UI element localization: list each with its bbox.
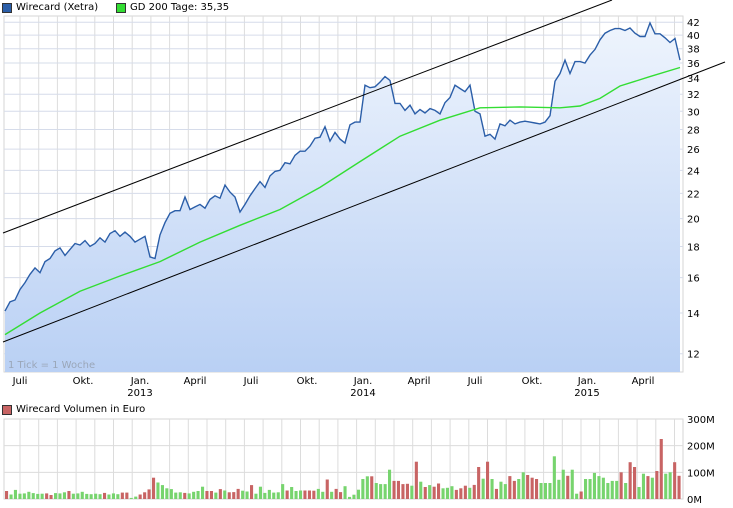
svg-text:April: April [184, 376, 207, 387]
svg-text:2014: 2014 [350, 388, 375, 399]
svg-text:100M: 100M [687, 468, 715, 479]
svg-text:April: April [632, 376, 655, 387]
svg-text:Juli: Juli [12, 376, 28, 387]
svg-text:April: April [408, 376, 431, 387]
svg-text:Okt.: Okt. [522, 376, 543, 387]
price-swatch-icon [2, 2, 12, 13]
svg-text:36: 36 [687, 59, 700, 70]
svg-text:Jan.: Jan. [577, 376, 597, 387]
svg-text:Okt.: Okt. [297, 376, 318, 387]
volume-y-axis: 0M 100M 200M 300M [687, 415, 715, 506]
svg-text:200M: 200M [687, 442, 715, 453]
svg-text:Juli: Juli [467, 376, 483, 387]
svg-text:28: 28 [687, 126, 700, 137]
legend-price: Wirecard (Xetra) [2, 2, 98, 13]
svg-text:12: 12 [687, 350, 700, 361]
legend-price-label: Wirecard (Xetra) [16, 2, 99, 13]
price-area [5, 22, 680, 372]
svg-text:42: 42 [687, 18, 700, 29]
svg-text:26: 26 [687, 145, 700, 156]
legend-ma: GD 200 Tage: 35,35 [116, 2, 229, 13]
svg-text:2013: 2013 [127, 388, 152, 399]
svg-text:38: 38 [687, 45, 700, 56]
svg-text:0M: 0M [687, 495, 702, 506]
legend-volume: Wirecard Volumen in Euro [2, 404, 145, 415]
svg-text:30: 30 [687, 107, 700, 118]
volume-grid [3, 418, 684, 500]
legend-volume-label: Wirecard Volumen in Euro [16, 404, 146, 415]
legend-ma-label: GD 200 Tage: 35,35 [130, 2, 230, 13]
svg-text:32: 32 [687, 90, 700, 101]
price-lines [2, 0, 726, 343]
svg-text:16: 16 [687, 274, 700, 285]
svg-text:300M: 300M [687, 415, 715, 426]
ma-swatch-icon [116, 2, 126, 13]
svg-text:2015: 2015 [574, 388, 599, 399]
svg-text:18: 18 [687, 242, 700, 253]
volume-bars [5, 439, 681, 499]
svg-text:14: 14 [687, 309, 700, 320]
price-y-axis: 12 14 16 18 20 22 24 26 28 30 32 34 36 38 40 42 [687, 18, 700, 361]
svg-text:34: 34 [687, 74, 700, 85]
svg-text:22: 22 [687, 189, 700, 200]
svg-text:Juli: Juli [243, 376, 259, 387]
svg-text:Jan.: Jan. [130, 376, 150, 387]
svg-text:Okt.: Okt. [73, 376, 94, 387]
svg-text:20: 20 [687, 215, 700, 226]
svg-text:Jan.: Jan. [353, 376, 373, 387]
volume-swatch-icon [2, 404, 12, 415]
svg-text:24: 24 [687, 166, 700, 177]
tick-watermark: 1 Tick = 1 Woche [8, 360, 95, 371]
svg-text:40: 40 [687, 31, 700, 42]
